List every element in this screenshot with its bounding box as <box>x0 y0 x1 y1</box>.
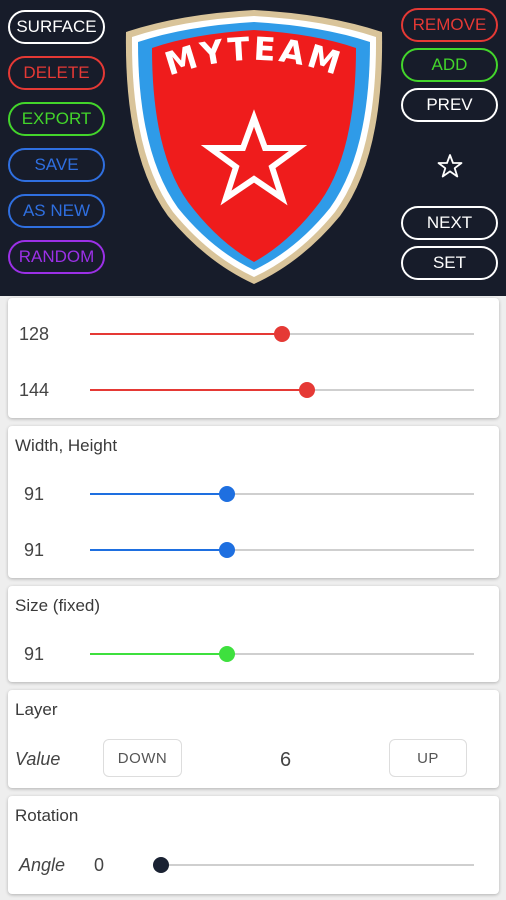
star-outline-icon[interactable] <box>436 152 464 180</box>
next-button[interactable]: NEXT <box>401 206 498 240</box>
color-slider-2-thumb[interactable] <box>298 382 315 398</box>
rotation-card: Rotation Angle 0 <box>8 796 499 894</box>
width-slider-fill <box>90 493 228 495</box>
team-crest[interactable]: MYTEAM <box>118 6 390 288</box>
fixed-size-card: Size (fixed) 91 <box>8 586 499 682</box>
layer-value-label: Value <box>15 749 61 769</box>
fixed-size-value: 91 <box>24 644 45 664</box>
fixed-size-slider[interactable] <box>90 646 474 662</box>
save-as-new-button[interactable]: AS NEW <box>8 194 105 228</box>
layer-down-button[interactable]: DOWN <box>103 739 182 777</box>
height-slider-fill <box>90 549 228 551</box>
color-slider-1[interactable] <box>90 326 474 342</box>
fixed-size-title: Size (fixed) <box>15 596 101 615</box>
color-slider-2[interactable] <box>90 382 474 398</box>
color-slider-1-value: 128 <box>19 324 50 344</box>
width-height-card: Width, Height 91 91 <box>8 426 499 578</box>
color-slider-2-value: 144 <box>19 380 50 400</box>
export-button[interactable]: EXPORT <box>8 102 105 136</box>
fixed-size-slider-fill <box>90 653 228 655</box>
color-slider-1-thumb[interactable] <box>274 326 290 342</box>
rotation-angle-label: Angle <box>19 855 66 875</box>
layer-title: Layer <box>15 700 58 719</box>
color-sliders-card: 128 144 <box>8 298 499 418</box>
rotation-angle-value: 0 <box>94 855 105 875</box>
height-slider-thumb[interactable] <box>219 542 236 558</box>
color-slider-2-fill <box>90 389 307 391</box>
height-slider[interactable] <box>90 542 474 558</box>
set-button[interactable]: SET <box>401 246 498 280</box>
rotation-slider-thumb[interactable] <box>153 857 169 873</box>
layer-value: 6 <box>280 749 292 771</box>
save-button[interactable]: SAVE <box>8 148 105 182</box>
layer-up-button[interactable]: UP <box>389 739 467 777</box>
remove-button[interactable]: REMOVE <box>401 8 498 42</box>
delete-button[interactable]: DELETE <box>8 56 105 90</box>
crest-star-icon <box>200 109 308 206</box>
add-button[interactable]: ADD <box>401 48 498 82</box>
width-value: 91 <box>24 484 45 504</box>
width-slider-thumb[interactable] <box>219 486 236 502</box>
rotation-slider[interactable] <box>153 857 474 873</box>
layer-card: Layer Value DOWN 6 UP <box>8 690 499 788</box>
crest-shield <box>152 30 356 262</box>
fixed-size-slider-thumb[interactable] <box>219 646 236 662</box>
rotation-title: Rotation <box>15 806 79 825</box>
color-slider-1-fill <box>90 333 282 335</box>
prev-button[interactable]: PREV <box>401 88 498 122</box>
height-value: 91 <box>24 540 45 560</box>
random-button[interactable]: RANDOM <box>8 240 105 274</box>
surface-button[interactable]: SURFACE <box>8 10 105 44</box>
width-slider[interactable] <box>90 486 474 502</box>
width-height-title: Width, Height <box>15 436 118 455</box>
editor-toolbar: SURFACE DELETE EXPORT SAVE AS NEW RANDOM… <box>0 0 506 296</box>
